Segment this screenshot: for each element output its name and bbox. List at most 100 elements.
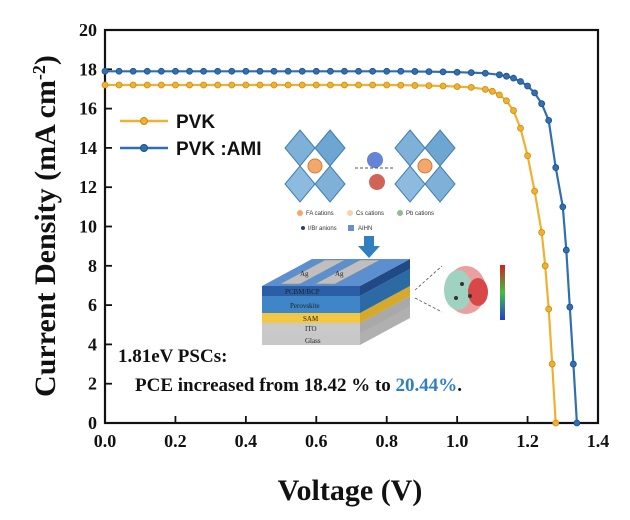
data-point-pvk-ami	[369, 67, 377, 75]
data-point-pvk	[186, 81, 193, 89]
data-point-pvk	[495, 91, 503, 99]
x-tick-label: 1.2	[516, 431, 539, 451]
x-axis-title: Voltage (V)	[278, 474, 423, 507]
data-point-pvk-ami	[214, 67, 222, 75]
crystal-legend-aihn: AIHN	[358, 226, 372, 232]
data-point-pvk	[172, 81, 179, 89]
y-tick-label: 18	[79, 59, 97, 79]
crystal-legend-fa: FA cations	[306, 211, 334, 217]
data-point-pvk	[101, 81, 109, 89]
data-point-pvk	[481, 85, 489, 93]
data-point-pvk-ami	[453, 68, 461, 76]
data-point-pvk	[341, 81, 348, 89]
data-point-pvk-ami	[101, 67, 109, 75]
molecule-icon	[355, 152, 395, 190]
esp-molecule-icon	[444, 266, 488, 314]
data-point-pvk-ami	[256, 67, 264, 75]
data-point-pvk	[552, 419, 560, 427]
layer-label-sam: SAM	[303, 315, 319, 323]
x-tick-label: 0.2	[164, 431, 187, 451]
ag-electrode-left	[279, 259, 346, 285]
data-point-pvk	[488, 87, 496, 95]
crystal-legend: FA cations Cs cations Pb cations I/Br an…	[297, 210, 434, 232]
y-tick-label: 2	[88, 374, 97, 394]
data-point-pvk	[548, 360, 556, 368]
data-point-pvk-ami	[545, 116, 553, 124]
legend-label-pvk-ami: PVK :AMI	[176, 139, 262, 160]
inset-device-stack: Glass ITO SAM Perovskite PCBM/BCP Ag Ag	[261, 259, 505, 345]
data-point-pvk-ami	[143, 67, 151, 75]
data-point-pvk	[214, 81, 222, 89]
data-point-pvk	[326, 81, 334, 89]
data-point-pvk-ami	[503, 72, 510, 80]
data-point-pvk-ami	[341, 67, 348, 75]
down-arrow-icon	[358, 236, 380, 258]
legend: PVK PVK :AMI	[120, 112, 262, 160]
data-point-pvk	[510, 107, 517, 114]
layer-label-perovskite: Perovskite	[290, 302, 320, 310]
x-tick-label: 0.4	[235, 431, 258, 451]
annotation-line-2: PCE increased from 18.42 % to 20.44%.	[135, 375, 462, 396]
layer-label-glass: Glass	[305, 337, 321, 345]
data-point-pvk-ami	[411, 68, 419, 75]
data-point-pvk	[115, 81, 123, 89]
crystal-legend-pb: Pb cations	[406, 211, 434, 217]
layer-label-pcbm: PCBM/BCP	[285, 288, 320, 296]
data-point-pvk-ami	[467, 69, 475, 77]
data-point-pvk	[284, 81, 292, 89]
y-axis-title: Current Density (mA cm-2)	[29, 55, 62, 397]
data-point-pvk	[425, 82, 433, 90]
layer-label-ag-left: Ag	[300, 270, 309, 278]
data-point-pvk	[383, 81, 391, 89]
x-tick-label: 0.6	[305, 431, 328, 451]
layer-label-ag-right: Ag	[335, 270, 344, 278]
data-point-pvk-ami	[157, 67, 165, 75]
data-point-pvk	[143, 81, 151, 89]
data-point-pvk-ami	[524, 82, 531, 90]
layer-perovskite	[262, 296, 360, 313]
layer-ito	[262, 323, 360, 333]
layer-label-ito: ITO	[305, 325, 317, 333]
data-point-pvk	[503, 97, 510, 105]
data-point-pvk	[242, 81, 250, 89]
data-point-pvk-ami	[552, 164, 560, 171]
y-axis-title-close: )	[29, 55, 62, 65]
annotation-line-1: 1.81eV PSCs:	[118, 346, 227, 367]
layer-pcbm	[262, 286, 360, 296]
data-point-pvk-ami	[397, 67, 405, 75]
data-point-pvk-ami	[517, 78, 524, 85]
x-tick-label: 0.8	[375, 431, 398, 451]
data-point-pvk-ami	[495, 71, 503, 79]
y-tick-label: 4	[88, 334, 97, 354]
y-tick-label: 20	[79, 20, 97, 40]
data-point-pvk-ami	[566, 303, 574, 311]
y-tick-label: 12	[79, 177, 97, 197]
data-point-pvk-ami	[425, 68, 433, 76]
data-point-pvk	[369, 81, 377, 89]
x-tick-label: 0.0	[94, 431, 117, 451]
series-line-pvk	[105, 83, 557, 424]
y-tick-label: 14	[79, 138, 97, 158]
axis-ticks: 0.0 0.2 0.4 0.6 0.8 1.0 1.2 1.4 0 2 4 6 8 10 12 14 16 18 2…	[79, 20, 609, 451]
data-point-pvk-ami	[538, 100, 546, 108]
data-point-pvk-ami	[573, 419, 581, 427]
crystal-legend-anions: I/Br anions	[308, 226, 337, 232]
data-point-pvk-ami	[355, 67, 362, 75]
data-point-pvk-ami	[510, 74, 517, 82]
data-point-pvk-ami	[129, 67, 137, 75]
data-point-pvk	[256, 81, 264, 89]
data-point-pvk-ami	[242, 67, 250, 75]
annotation-line-2-suffix: .	[457, 375, 462, 396]
legend-marker-pvk-ami	[140, 144, 148, 152]
data-point-pvk	[538, 228, 546, 236]
y-tick-label: 0	[88, 413, 97, 433]
data-point-pvk-ami	[481, 69, 489, 77]
data-point-pvk	[411, 82, 419, 89]
data-point-pvk-ami	[562, 246, 570, 254]
y-tick-label: 6	[88, 295, 97, 315]
data-point-pvk	[397, 81, 405, 89]
data-point-pvk	[228, 81, 236, 89]
data-point-pvk	[467, 83, 475, 91]
data-point-pvk	[200, 81, 208, 89]
y-axis-title-sup: -2	[29, 65, 49, 80]
